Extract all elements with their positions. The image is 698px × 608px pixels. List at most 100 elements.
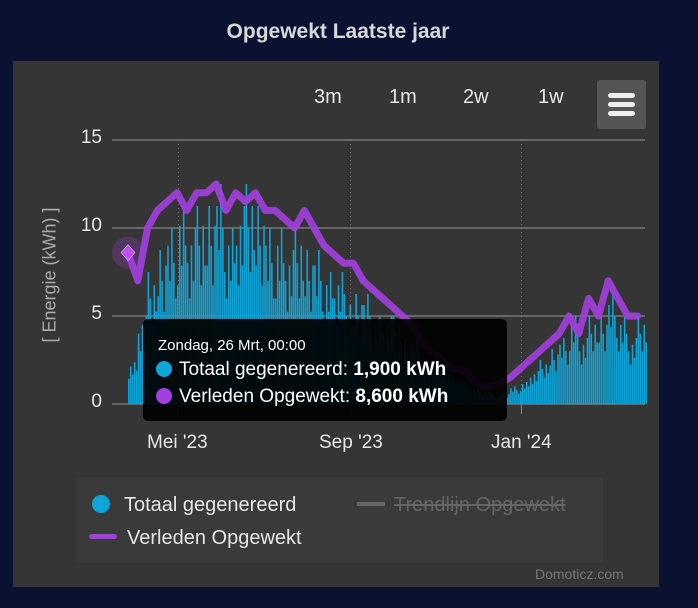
bar-totaal [590, 333, 593, 404]
bar-totaal [202, 225, 205, 404]
bar-totaal [557, 354, 559, 404]
bar-totaal [580, 364, 583, 404]
bar-totaal [280, 228, 283, 404]
bar-totaal [178, 225, 181, 404]
bar-totaal [608, 305, 610, 404]
bar-totaal [643, 324, 646, 404]
bar-totaal [243, 206, 246, 404]
credit-link[interactable]: Domoticz.com [535, 566, 624, 582]
diamond-marker-icon [120, 244, 136, 262]
legend-item-trendlijn[interactable]: Trendlijn Opgewekt [357, 494, 566, 517]
bar-totaal [527, 386, 530, 404]
bar-totaal [633, 357, 636, 404]
bar-totaal [616, 338, 618, 404]
bar-totaal [576, 333, 579, 404]
bar-totaal [572, 342, 575, 404]
tooltip-value: 8,600 kWh [355, 386, 449, 407]
circle-icon [156, 361, 172, 377]
bar-totaal [598, 342, 600, 404]
bar-totaal [645, 342, 647, 404]
bar-totaal [629, 364, 632, 404]
menu-bar [608, 102, 635, 107]
bar-totaal [631, 344, 634, 404]
bar-totaal [521, 384, 524, 404]
bar-totaal [128, 378, 130, 404]
bar-totaal [141, 324, 144, 404]
bar-totaal [133, 362, 136, 404]
bar-totaal [559, 344, 561, 404]
bar-totaal [569, 351, 571, 404]
range-1m-button[interactable]: 1m [389, 86, 417, 108]
bar-totaal [555, 371, 557, 404]
bar-totaal [621, 342, 624, 404]
range-2w-button[interactable]: 2w [463, 86, 489, 108]
bar-totaal [523, 388, 526, 404]
menu-bar [608, 93, 635, 98]
bar-totaal [247, 228, 250, 404]
bar-totaal [518, 393, 520, 404]
bar-totaal [510, 388, 512, 404]
bar-totaal [231, 228, 234, 404]
bar-totaal [129, 366, 132, 404]
legend-item-totaal[interactable]: Totaal gegenereerd [92, 494, 296, 517]
bar-totaal [171, 228, 173, 404]
bar-totaal [269, 228, 271, 404]
bar-totaal [545, 364, 548, 404]
bar-totaal [539, 360, 542, 404]
bar-totaal [516, 389, 518, 404]
tooltip-value: 1,900 kWh [353, 359, 447, 380]
bar-totaal [623, 316, 626, 404]
legend-item-verleden[interactable]: Verleden Opgewekt [89, 527, 302, 550]
tooltip-row-totaal: Totaal gegenereerd: 1,900 kWh [156, 359, 446, 381]
bar-totaal [606, 324, 608, 404]
bar-totaal [182, 206, 185, 404]
bar-totaal [582, 344, 585, 404]
bar-totaal [570, 324, 573, 404]
bar-totaal [637, 316, 640, 404]
range-1w-button[interactable]: 1w [538, 86, 564, 108]
bar-totaal [139, 351, 142, 404]
bar-totaal [596, 342, 598, 404]
bar-totaal [194, 228, 197, 404]
bar-totaal [294, 228, 297, 404]
bar-totaal [131, 374, 134, 404]
x-tick-label: Jan '24 [491, 432, 552, 453]
chart-title: Opgewekt Laatste jaar [226, 20, 450, 43]
bar-totaal [135, 370, 138, 404]
bar-totaal [525, 382, 528, 404]
bar-totaal [137, 333, 140, 404]
bar-totaal [514, 386, 516, 404]
bar-totaal [506, 397, 508, 404]
bar-totaal [641, 351, 644, 404]
bar-totaal [216, 206, 218, 404]
bar-totaal [592, 351, 595, 404]
bar-totaal [512, 391, 514, 404]
bar-totaal [549, 365, 551, 404]
bar-totaal [600, 316, 602, 404]
bar-totaal [533, 374, 536, 404]
bar-totaal [257, 206, 259, 404]
bar-totaal [610, 327, 612, 404]
line-icon [89, 534, 117, 539]
bar-totaal [574, 316, 577, 404]
bar-totaal [531, 384, 534, 404]
bar-totaal [251, 206, 254, 404]
legend-label: Trendlijn Opgewekt [394, 494, 566, 516]
bar-totaal [588, 316, 591, 404]
bar-totaal [586, 338, 589, 404]
bar-totaal [529, 377, 532, 404]
hamburger-icon[interactable] [597, 80, 646, 129]
bar-totaal [563, 338, 565, 404]
bar-totaal [245, 184, 248, 404]
bar-totaal [547, 373, 549, 404]
range-3m-button[interactable]: 3m [314, 86, 342, 108]
bar-totaal [535, 380, 538, 404]
bar-totaal [508, 394, 510, 404]
circle-icon [156, 388, 172, 404]
x-tick-label: Sep '23 [319, 432, 383, 453]
bar-totaal [551, 349, 553, 404]
legend [76, 477, 603, 563]
tooltip-label: Totaal gegenereerd: [179, 359, 354, 380]
legend-label: Totaal gegenereerd [124, 494, 297, 516]
bar-totaal [543, 377, 546, 404]
